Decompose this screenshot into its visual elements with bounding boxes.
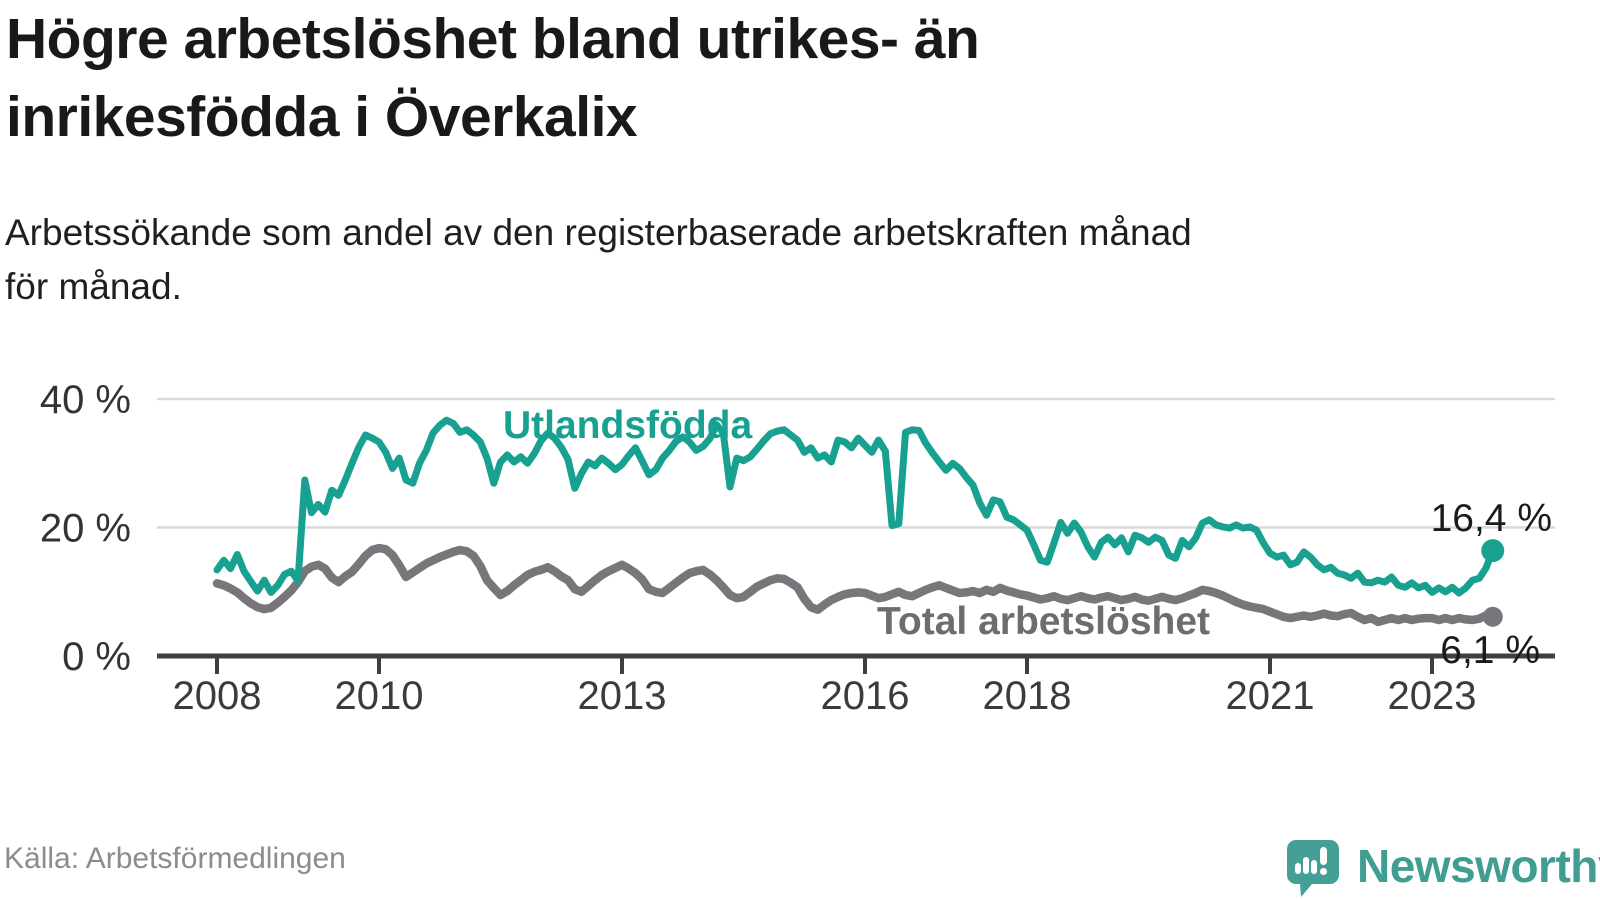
end-value-label-total: 6,1 % bbox=[1440, 629, 1540, 672]
exclamation-bar bbox=[1320, 847, 1327, 865]
x-axis-tick-label: 2023 bbox=[1388, 674, 1477, 718]
newsworthy-logo: Newsworthy bbox=[1286, 833, 1600, 899]
bar-3 bbox=[1311, 860, 1317, 874]
bar-2 bbox=[1303, 857, 1309, 874]
series-label-utlandsfodda: Utlandsfödda bbox=[503, 404, 752, 447]
x-axis-tick-label: 2010 bbox=[335, 674, 424, 718]
exclamation-dot bbox=[1320, 868, 1327, 875]
x-axis-tick-label: 2008 bbox=[173, 674, 262, 718]
series-end-dot-total bbox=[1482, 606, 1503, 627]
y-axis-tick-label: 0 % bbox=[62, 635, 131, 679]
series-label-total: Total arbetslöshet bbox=[877, 600, 1210, 643]
chart-subtitle: Arbetssökande som andel av den registerb… bbox=[5, 212, 1192, 307]
newsworthy-bubble-icon bbox=[1287, 840, 1339, 897]
x-axis-tick-label: 2013 bbox=[578, 674, 667, 718]
series-line-utlandsfodda bbox=[213, 416, 1497, 597]
brand-wordmark: Newsworthy bbox=[1357, 840, 1600, 892]
x-axis-tick-label: 2021 bbox=[1226, 674, 1315, 718]
y-axis-tick-label: 20 % bbox=[40, 507, 131, 551]
x-axis-tick-label: 2016 bbox=[821, 674, 910, 718]
y-axis-tick-label: 40 % bbox=[40, 378, 131, 422]
series-end-dot-utlandsfodda bbox=[1481, 539, 1505, 563]
series-line-total bbox=[212, 543, 1498, 627]
bar-1 bbox=[1295, 863, 1301, 874]
end-value-label-utlandsfodda: 16,4 % bbox=[1431, 497, 1552, 540]
chart-title: Högre arbetslöshet bland utrikes- än inr… bbox=[6, 7, 980, 149]
x-axis-tick-label: 2018 bbox=[983, 674, 1072, 718]
source-note: Källa: Arbetsförmedlingen bbox=[4, 842, 346, 875]
